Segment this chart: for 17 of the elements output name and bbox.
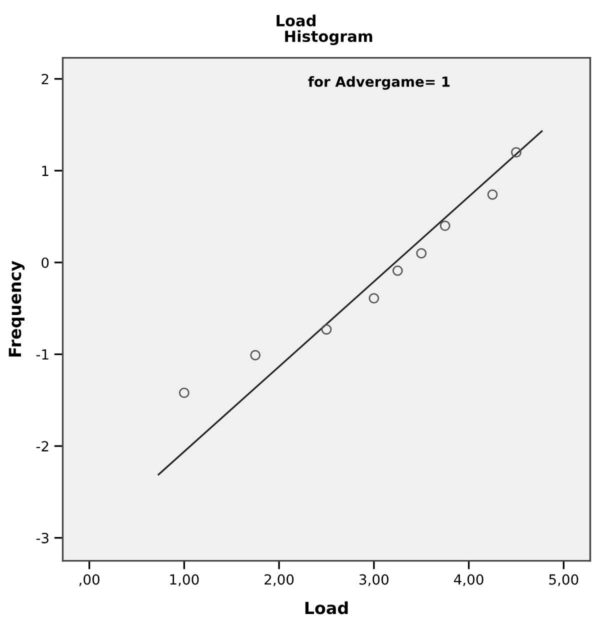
y-tick-label: 2: [42, 74, 48, 84]
x-tick-label: 1,00: [170, 574, 199, 586]
chart-subtitle: Histogram: [285, 30, 372, 46]
annotation: for Advergame= 1: [308, 76, 450, 90]
x-tick-label: 4,00: [454, 574, 484, 586]
y-tick-label: 0: [42, 257, 49, 268]
y-tick-label: -1: [36, 349, 48, 360]
y-axis-title: Frequency: [8, 260, 25, 357]
y-tick-label: -3: [36, 532, 48, 544]
chart-title: Load: [276, 14, 316, 26]
x-tick-label: 2,00: [264, 574, 294, 586]
x-tick-label: 3,00: [360, 574, 388, 586]
x-axis-title: Load: [305, 601, 348, 614]
y-tick-label: -2: [36, 441, 48, 452]
x-tick-label: ,00: [79, 574, 100, 586]
y-tick-label: 1: [42, 166, 48, 176]
x-tick-label: 5,00: [549, 574, 578, 586]
